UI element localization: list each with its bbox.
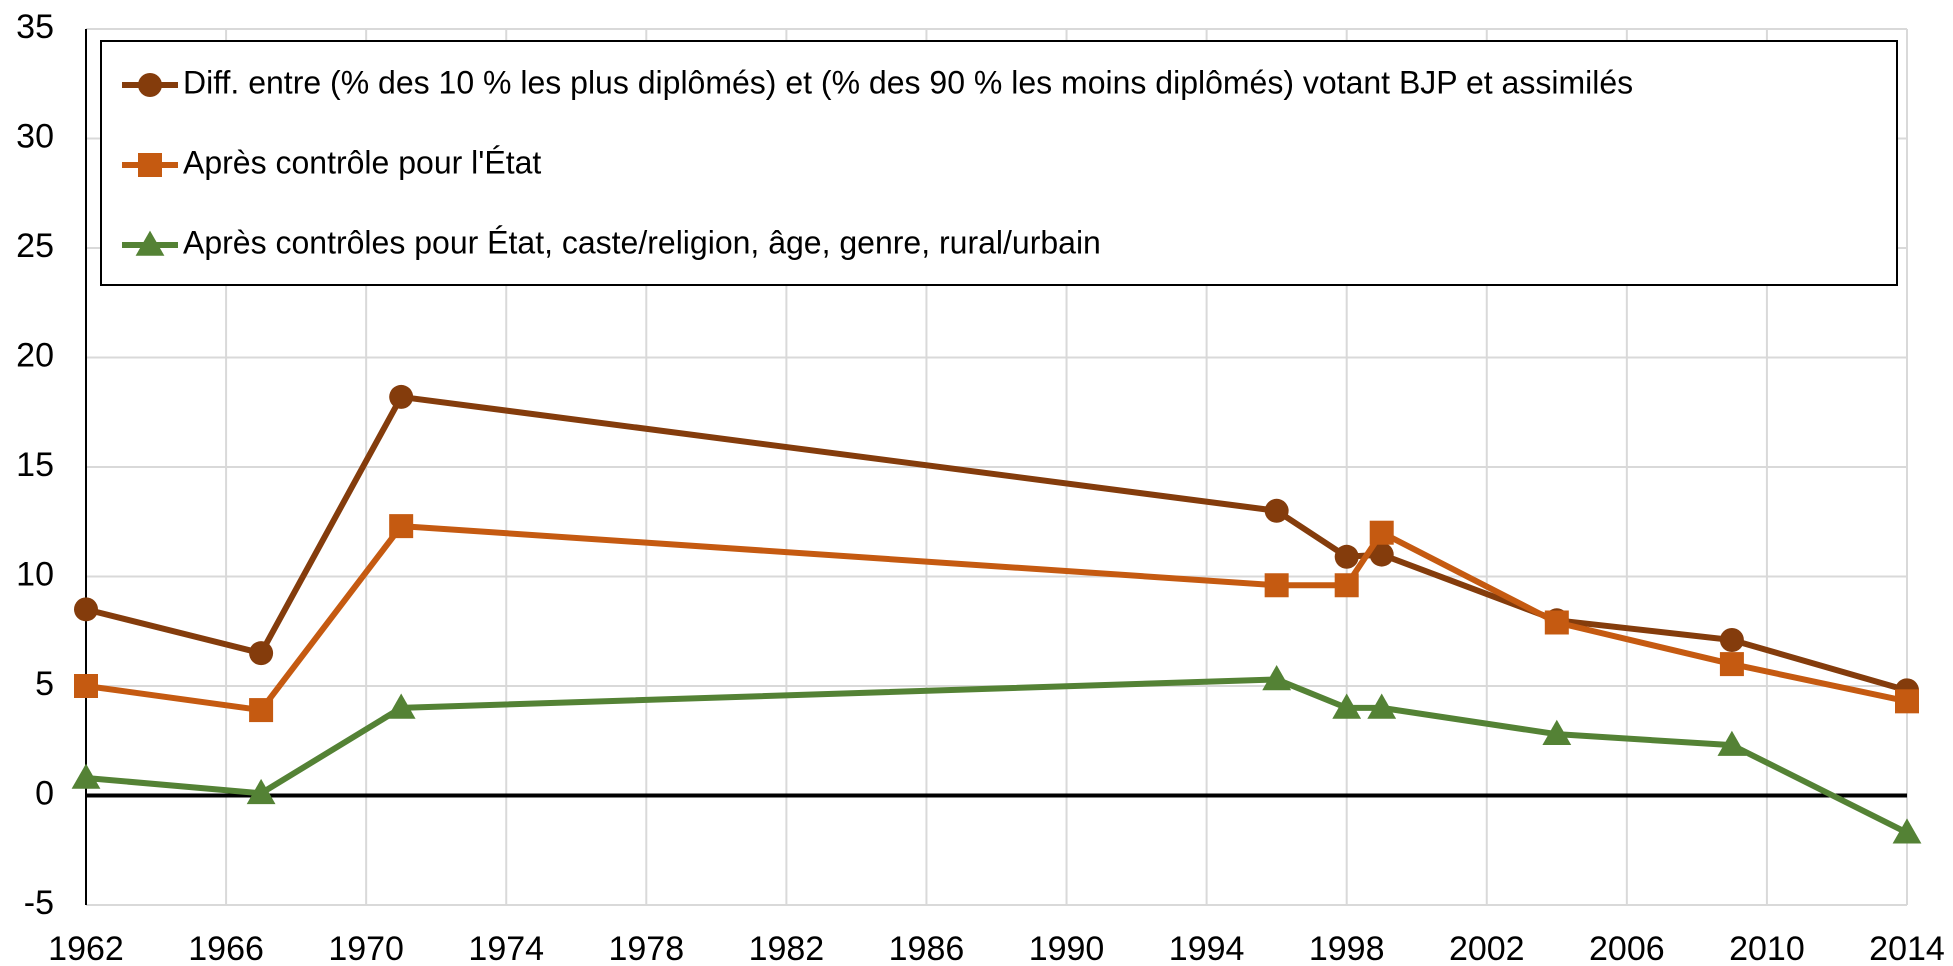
marker <box>1542 719 1572 745</box>
marker <box>1717 730 1747 756</box>
marker <box>389 514 414 539</box>
x-tick-label: 2014 <box>1869 930 1945 966</box>
legend-marker <box>138 73 162 97</box>
marker <box>1369 520 1394 545</box>
marker <box>1719 628 1744 653</box>
marker <box>1892 818 1922 844</box>
marker <box>1264 573 1289 598</box>
x-tick-label: 1994 <box>1169 930 1245 966</box>
x-tick-label: 1970 <box>328 930 404 966</box>
marker <box>1895 689 1919 714</box>
marker <box>1369 542 1394 567</box>
legend-marker <box>135 230 165 256</box>
y-tick-label: 25 <box>16 227 54 265</box>
x-tick-label: 2010 <box>1729 930 1805 966</box>
marker <box>249 641 274 666</box>
marker <box>74 674 98 698</box>
marker <box>74 597 98 622</box>
marker <box>1262 665 1292 691</box>
legend-label: Après contrôles pour État, caste/religio… <box>183 224 1101 260</box>
marker <box>1334 544 1359 569</box>
legend-box <box>100 40 1898 286</box>
legend-label: Après contrôle pour l'État <box>183 144 541 180</box>
y-tick-label: -5 <box>24 884 54 922</box>
y-tick-label: 35 <box>16 8 54 46</box>
marker <box>386 693 416 719</box>
x-tick-label: 1962 <box>48 930 124 966</box>
x-tick-label: 1990 <box>1029 930 1105 966</box>
marker <box>1544 610 1569 635</box>
marker <box>1264 498 1289 523</box>
y-tick-label: 0 <box>35 774 54 812</box>
x-tick-label: 2006 <box>1589 930 1665 966</box>
series-line <box>85 676 1909 836</box>
y-tick-label: 30 <box>16 117 54 155</box>
legend-label: Diff. entre (% des 10 % les plus diplômé… <box>183 64 1633 100</box>
y-tick-label: 15 <box>16 446 54 484</box>
marker <box>1334 573 1359 598</box>
x-tick-label: 1966 <box>188 930 264 966</box>
marker <box>1719 652 1744 677</box>
x-tick-label: 2002 <box>1449 930 1525 966</box>
legend-marker <box>138 153 162 177</box>
marker <box>71 763 101 789</box>
x-tick-label: 1998 <box>1309 930 1385 966</box>
series-line <box>85 393 1908 694</box>
x-tick-label: 1986 <box>889 930 965 966</box>
x-tick-label: 1982 <box>749 930 825 966</box>
marker <box>249 698 274 723</box>
marker <box>1367 693 1397 719</box>
y-tick-label: 20 <box>16 336 54 374</box>
x-tick-label: 1978 <box>608 930 684 966</box>
marker <box>1332 693 1362 719</box>
y-tick-label: 5 <box>35 665 54 703</box>
marker <box>389 384 414 409</box>
marker <box>246 778 276 805</box>
series-line <box>85 523 1908 714</box>
x-tick-label: 1974 <box>468 930 544 966</box>
y-tick-label: 10 <box>16 555 54 593</box>
